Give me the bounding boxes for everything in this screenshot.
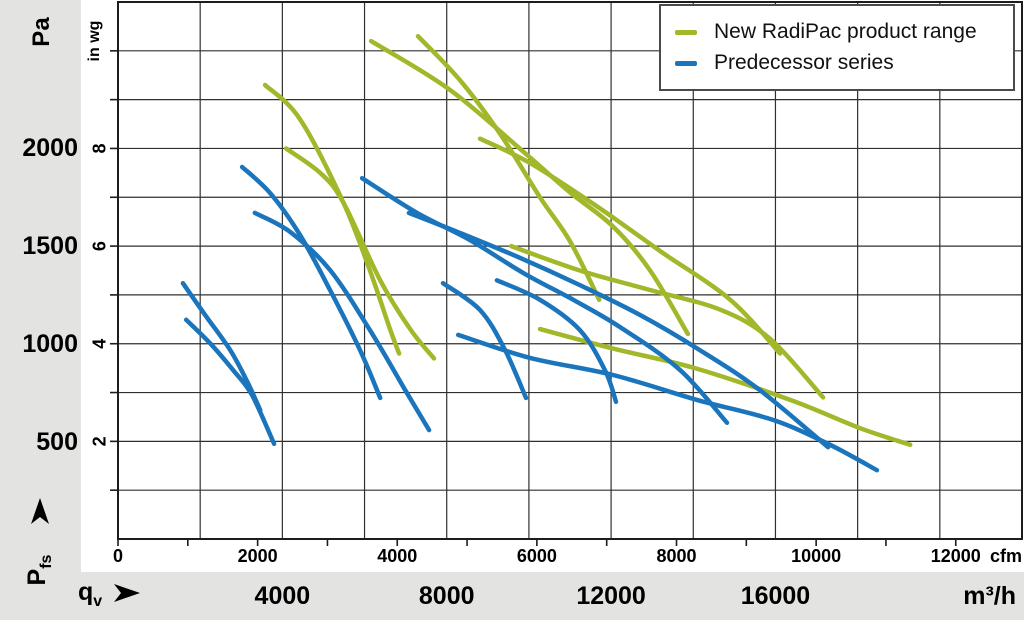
y-tick-label-inwg: 4 bbox=[90, 339, 110, 349]
qv-text: qv bbox=[78, 578, 103, 610]
curve-predecessor-3 bbox=[239, 164, 383, 401]
legend-label-predecessor: Predecessor series bbox=[714, 51, 894, 74]
curve-predecessor-5 bbox=[359, 175, 730, 426]
y-tick-label-inwg: 2 bbox=[90, 436, 110, 446]
y-tick-label-inwg: 8 bbox=[90, 143, 110, 153]
legend: New RadiPac product range Predecessor se… bbox=[659, 4, 1015, 91]
y-axis-quantity-pfs: Pfs bbox=[9, 539, 69, 601]
plot-panel bbox=[81, 0, 1024, 572]
curve-predecessor-7 bbox=[440, 280, 529, 401]
y-tick-label-inwg: 6 bbox=[90, 241, 110, 251]
curve-new-radipac-2 bbox=[283, 146, 437, 361]
qv-arrow-icon bbox=[114, 584, 140, 602]
curve-predecessor-8 bbox=[494, 278, 619, 405]
x-tick-label-cfm: 10000 bbox=[791, 546, 841, 566]
curve-predecessor-2 bbox=[183, 317, 277, 447]
legend-item-predecessor: Predecessor series bbox=[661, 48, 1013, 79]
legend-swatch-new-radipac bbox=[675, 29, 697, 35]
legend-swatch-predecessor bbox=[675, 60, 697, 66]
x-tick-label-m3h: 12000 bbox=[576, 582, 646, 610]
curve-new-radipac-7 bbox=[537, 326, 913, 448]
y-axis-unit-inwg: in wg bbox=[60, 20, 130, 62]
x-tick-label-m3h: 8000 bbox=[419, 582, 475, 610]
plot-frame bbox=[117, 1, 1023, 540]
curve-new-radipac-1 bbox=[262, 82, 402, 356]
legend-item-new-radipac: New RadiPac product range bbox=[661, 17, 1013, 48]
pfs-text: Pfs bbox=[22, 554, 55, 586]
x-axis-unit-m3h: m³/h bbox=[963, 582, 1016, 610]
curve-predecessor-4 bbox=[252, 210, 432, 433]
x-tick-label-cfm: 4000 bbox=[377, 546, 417, 566]
curve-new-radipac-5 bbox=[477, 136, 783, 356]
y-tick-label-pa: 2000 bbox=[22, 134, 78, 162]
legend-label-new-radipac: New RadiPac product range bbox=[714, 20, 977, 43]
y-axis-unit-pa: Pa bbox=[20, 10, 64, 54]
curve-predecessor-9 bbox=[455, 332, 880, 473]
pfs-arrow-icon bbox=[31, 498, 49, 524]
x-tick-label-m3h: 16000 bbox=[741, 582, 811, 610]
x-tick-label-m3h: 4000 bbox=[255, 582, 311, 610]
x-tick-label-cfm: 8000 bbox=[656, 546, 696, 566]
curve-new-radipac-6 bbox=[508, 243, 826, 400]
curve-predecessor-6 bbox=[406, 210, 831, 450]
y-axis-unit-inwg-text: in wg bbox=[86, 20, 103, 62]
y-tick-label-pa: 1500 bbox=[22, 232, 78, 260]
curve-new-radipac-4 bbox=[415, 33, 602, 303]
x-tick-label-cfm: 12000 bbox=[931, 546, 981, 566]
curve-new-radipac-3 bbox=[368, 38, 691, 337]
x-axis-quantity-qv: qv bbox=[78, 578, 102, 611]
x-tick-label-cfm: 2000 bbox=[238, 546, 278, 566]
x-axis-unit-cfm: cfm bbox=[990, 546, 1022, 566]
y-tick-label-pa: 500 bbox=[36, 428, 78, 456]
x-tick-label-cfm: 0 bbox=[113, 546, 123, 566]
y-tick-label-pa: 1000 bbox=[22, 330, 78, 358]
y-axis-unit-pa-text: Pa bbox=[28, 17, 55, 47]
x-tick-label-cfm: 6000 bbox=[517, 546, 557, 566]
